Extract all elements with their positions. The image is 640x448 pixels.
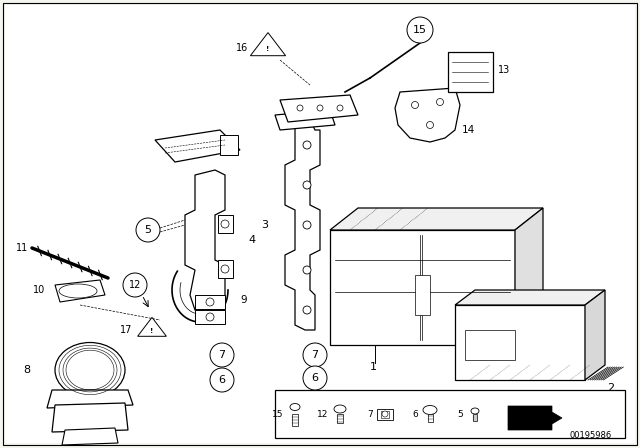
Text: 14: 14 xyxy=(462,125,476,135)
Bar xyxy=(473,414,477,421)
Circle shape xyxy=(206,313,214,321)
Polygon shape xyxy=(585,290,605,380)
Ellipse shape xyxy=(55,343,125,397)
Ellipse shape xyxy=(471,408,479,414)
Ellipse shape xyxy=(334,405,346,413)
Bar xyxy=(195,295,225,309)
Text: 10: 10 xyxy=(33,285,45,295)
Text: 13: 13 xyxy=(498,65,510,75)
Text: 3: 3 xyxy=(261,220,268,230)
Text: 15: 15 xyxy=(271,409,283,418)
Bar xyxy=(415,275,430,315)
Polygon shape xyxy=(455,290,605,305)
Bar xyxy=(218,215,233,233)
Circle shape xyxy=(297,105,303,111)
Polygon shape xyxy=(185,170,225,315)
Bar xyxy=(381,411,389,418)
Polygon shape xyxy=(508,406,562,430)
Bar xyxy=(455,305,585,380)
Circle shape xyxy=(337,105,343,111)
Polygon shape xyxy=(275,110,335,130)
Bar xyxy=(337,414,343,423)
Text: 5: 5 xyxy=(457,409,463,418)
Circle shape xyxy=(436,99,444,105)
Polygon shape xyxy=(155,130,240,162)
Text: !: ! xyxy=(266,46,269,52)
Text: 4: 4 xyxy=(248,235,255,245)
Text: 5: 5 xyxy=(145,225,152,235)
Bar xyxy=(330,230,515,345)
Polygon shape xyxy=(138,317,166,336)
Bar xyxy=(292,414,298,426)
Text: 6: 6 xyxy=(412,409,418,418)
Bar xyxy=(448,52,493,92)
Polygon shape xyxy=(395,88,460,142)
Ellipse shape xyxy=(59,284,97,298)
Text: 7: 7 xyxy=(367,409,373,418)
Text: 00195986: 00195986 xyxy=(570,431,612,439)
Bar xyxy=(195,310,225,324)
Bar xyxy=(275,390,625,438)
Text: 6: 6 xyxy=(312,373,319,383)
Polygon shape xyxy=(55,280,105,302)
Text: 17: 17 xyxy=(120,325,132,335)
Circle shape xyxy=(412,102,419,108)
Text: 7: 7 xyxy=(312,350,319,360)
Bar xyxy=(465,330,515,360)
Polygon shape xyxy=(47,390,133,408)
Bar xyxy=(220,135,238,155)
Circle shape xyxy=(407,17,433,43)
Bar xyxy=(428,414,433,422)
Text: 1: 1 xyxy=(369,362,376,372)
Text: 6: 6 xyxy=(218,375,225,385)
Circle shape xyxy=(303,141,311,149)
Circle shape xyxy=(303,221,311,229)
Circle shape xyxy=(123,273,147,297)
Circle shape xyxy=(303,343,327,367)
Polygon shape xyxy=(330,208,543,230)
Text: 15: 15 xyxy=(413,25,427,35)
Polygon shape xyxy=(515,208,543,345)
Text: 9: 9 xyxy=(240,295,246,305)
Circle shape xyxy=(382,411,388,417)
Ellipse shape xyxy=(423,405,437,414)
Text: !: ! xyxy=(150,328,154,334)
Circle shape xyxy=(303,181,311,189)
Circle shape xyxy=(210,343,234,367)
Polygon shape xyxy=(250,33,285,56)
Text: 8: 8 xyxy=(23,365,30,375)
Text: 11: 11 xyxy=(16,243,28,253)
Polygon shape xyxy=(52,403,128,432)
Circle shape xyxy=(303,366,327,390)
Bar xyxy=(377,409,393,420)
Ellipse shape xyxy=(290,404,300,410)
Bar xyxy=(218,260,233,278)
Polygon shape xyxy=(285,120,320,330)
Circle shape xyxy=(317,105,323,111)
Text: 2: 2 xyxy=(607,383,614,393)
Polygon shape xyxy=(280,95,358,122)
Text: 12: 12 xyxy=(317,409,328,418)
Circle shape xyxy=(136,218,160,242)
Circle shape xyxy=(206,298,214,306)
Circle shape xyxy=(221,220,229,228)
Circle shape xyxy=(221,265,229,273)
Circle shape xyxy=(426,121,433,129)
Polygon shape xyxy=(62,428,118,445)
Circle shape xyxy=(303,306,311,314)
Circle shape xyxy=(210,368,234,392)
Text: 7: 7 xyxy=(218,350,225,360)
Text: 12: 12 xyxy=(129,280,141,290)
Text: 16: 16 xyxy=(236,43,248,53)
Circle shape xyxy=(303,266,311,274)
